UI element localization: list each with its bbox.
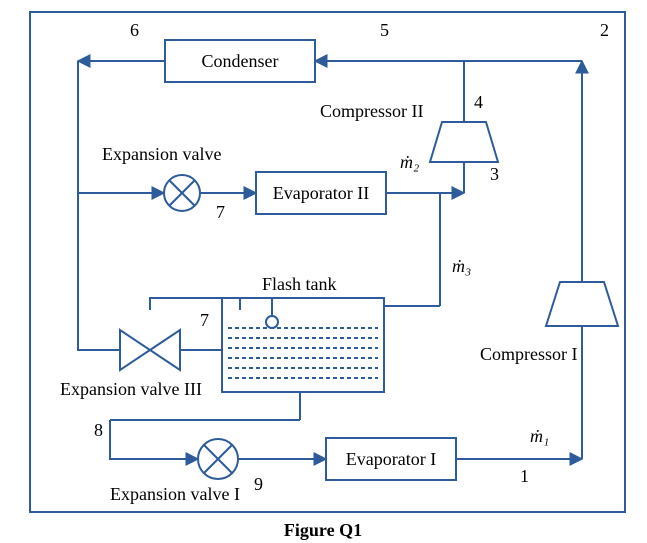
state-1: 1 — [520, 466, 529, 486]
expansion1-label: Expansion valve I — [110, 484, 240, 504]
state-3: 3 — [490, 164, 499, 184]
figure-caption: Figure Q1 — [284, 520, 362, 540]
state-6: 6 — [130, 20, 139, 40]
state-2: 2 — [600, 20, 609, 40]
expansion3-label: Expansion valve III — [60, 379, 202, 399]
compressor2-shape — [430, 122, 498, 162]
mflow-1: ṁ₁ — [530, 426, 549, 446]
compressor1-label: Compressor I — [480, 344, 578, 364]
state-7a: 7 — [216, 202, 225, 222]
flash-tank-box — [222, 298, 384, 392]
mflow-3: ṁ₃ — [452, 256, 471, 276]
mflow-2: ṁ₂ — [400, 152, 419, 172]
state-4: 4 — [474, 92, 483, 112]
state-9: 9 — [254, 474, 263, 494]
flash-tank-label: Flash tank — [262, 274, 337, 294]
evaporator2-label: Evaporator II — [273, 183, 369, 203]
compressor2-label: Compressor II — [320, 101, 423, 121]
state-7b: 7 — [200, 310, 209, 330]
state-8: 8 — [94, 420, 103, 440]
expansion-top-label: Expansion valve — [102, 144, 221, 164]
state-5: 5 — [380, 20, 389, 40]
condenser-label: Condenser — [202, 51, 279, 71]
evaporator1-label: Evaporator I — [346, 449, 436, 469]
